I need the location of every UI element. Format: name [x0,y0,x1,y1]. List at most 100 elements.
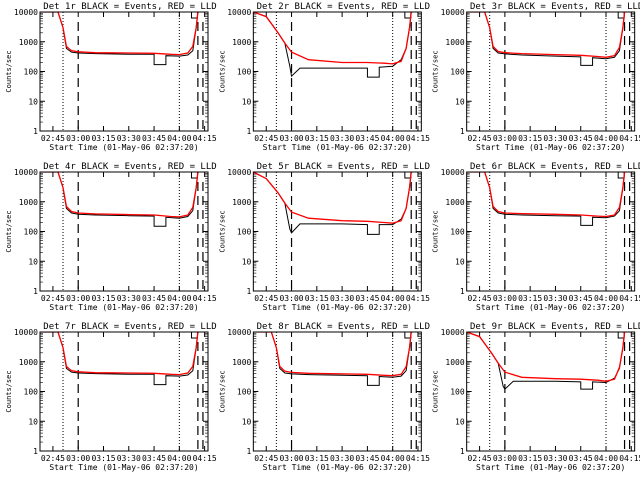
x-tick-label: 04:15 [619,294,640,303]
x-axis-label: Start Time (01-May-06 02:37:20) [263,463,412,472]
lld-series-line [253,12,412,65]
y-tick-label: 1 [460,447,465,456]
y-tick-label: 10000 [227,328,251,337]
y-tick-label: 100 [450,388,465,397]
x-tick-label: 03:00 [66,134,90,143]
x-tick-label: 03:15 [305,134,329,143]
chart-panel: Det 7r BLACK = Events, RED = LLD Counts/s… [5,322,217,472]
chart-panel: Det 8r BLACK = Events, RED = LLD Counts/s… [218,322,430,472]
y-tick-label: 10 [455,97,465,106]
y-tick-label: 10 [242,97,252,106]
interval-box-marker [617,172,625,179]
x-tick-label: 02:45 [254,134,278,143]
x-tick-label: 02:45 [468,134,492,143]
x-tick-label: 03:45 [142,294,166,303]
x-axis-label: Start Time (01-May-06 02:37:20) [263,303,412,312]
y-axis-label: Counts/sec [218,50,226,92]
interval-box-marker [191,332,199,339]
x-axis-label: Start Time (01-May-06 02:37:20) [49,463,198,472]
y-tick-label: 10 [28,257,38,266]
x-axis-label: Start Time (01-May-06 02:37:20) [263,143,412,152]
events-series-line [40,172,199,227]
y-tick-label: 10 [242,257,252,266]
chart-title: Det 2r BLACK = Events, RED = LLD [257,2,430,12]
x-tick-label: 03:45 [355,454,379,463]
chart-panel: Det 5r BLACK = Events, RED = LLD Counts/s… [218,162,430,312]
x-tick-label: 03:00 [279,294,303,303]
x-tick-label: 03:15 [305,454,329,463]
lld-series-line [40,12,199,56]
y-tick-label: 100 [450,228,465,237]
y-tick-label: 1 [460,127,465,136]
x-tick-label: 03:15 [91,294,115,303]
events-series-line [466,172,626,226]
lld-series-line [253,332,412,377]
events-series-line [40,12,199,66]
y-tick-label: 1000 [19,198,38,207]
plot-area [466,12,631,131]
x-tick-label: 04:15 [406,454,430,463]
x-tick-label: 03:30 [117,454,141,463]
x-axis-label: Start Time (01-May-06 02:37:20) [476,303,625,312]
chart-panel: Det 9r BLACK = Events, RED = LLD Counts/s… [432,322,640,472]
x-tick-label: 04:15 [406,294,430,303]
chart-panel: Det 3r BLACK = Events, RED = LLD Counts/s… [432,2,640,152]
y-tick-label: 10 [455,257,465,266]
x-axis-label: Start Time (01-May-06 02:37:20) [476,463,625,472]
x-tick-label: 03:15 [518,134,542,143]
y-tick-label: 1 [33,287,38,296]
x-tick-label: 03:45 [355,294,379,303]
x-tick-label: 03:00 [493,294,517,303]
plot-area [253,332,417,451]
y-tick-label: 100 [237,228,252,237]
plot-frame [39,11,209,132]
interval-box-marker [617,332,625,339]
plot-frame [466,171,636,292]
x-tick-label: 03:00 [493,134,517,143]
x-tick-label: 03:45 [569,134,593,143]
y-axis-label: Counts/sec [432,50,440,92]
events-series-line [253,172,412,235]
x-tick-label: 03:30 [330,294,354,303]
y-tick-label: 1 [33,127,38,136]
x-tick-label: 03:45 [355,134,379,143]
x-tick-label: 03:15 [91,134,115,143]
y-tick-label: 10000 [227,8,251,17]
y-tick-label: 1 [247,127,252,136]
plot-frame [39,331,209,452]
y-tick-label: 1 [33,447,38,456]
chart-panel: Det 1r BLACK = Events, RED = LLD Counts/s… [5,2,217,152]
x-axis-label: Start Time (01-May-06 02:37:20) [476,143,625,152]
y-tick-label: 100 [450,68,465,77]
y-axis-label: Counts/sec [218,210,226,252]
plot-area [466,172,631,291]
x-tick-label: 02:45 [468,454,492,463]
x-tick-label: 04:15 [193,134,217,143]
y-tick-label: 10000 [14,328,38,337]
x-tick-label: 03:15 [305,294,329,303]
x-tick-label: 03:00 [66,454,90,463]
y-axis-label: Counts/sec [432,210,440,252]
x-tick-label: 04:15 [619,134,640,143]
y-tick-label: 1000 [19,38,38,47]
plot-frame [252,331,422,452]
events-series-line [253,332,412,386]
x-tick-label: 03:30 [543,134,567,143]
chart-title: Det 6r BLACK = Events, RED = LLD [470,162,640,172]
x-axis-label: Start Time (01-May-06 02:37:20) [49,303,198,312]
plot-area [253,12,417,131]
x-tick-label: 04:00 [381,294,405,303]
lld-series-line [466,172,626,218]
x-tick-label: 04:00 [167,454,191,463]
plot-frame [252,11,422,132]
x-tick-label: 03:45 [569,294,593,303]
lld-series-line [253,172,412,224]
y-tick-label: 1000 [19,358,38,367]
y-tick-label: 10000 [441,8,465,17]
lld-series-line [40,172,199,218]
x-tick-label: 02:45 [41,294,65,303]
x-tick-label: 02:45 [254,454,278,463]
x-tick-label: 04:15 [406,134,430,143]
x-tick-label: 03:00 [279,134,303,143]
